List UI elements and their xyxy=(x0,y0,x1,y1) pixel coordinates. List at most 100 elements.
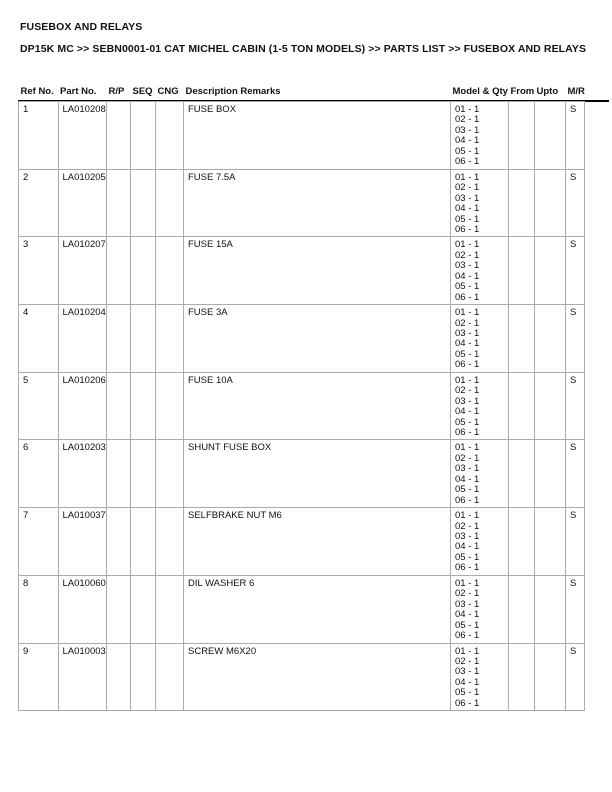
from-cell xyxy=(508,439,535,509)
mr-cell: S xyxy=(565,574,585,644)
seq-cell xyxy=(130,371,156,441)
table-row: 4 LA010204 FUSE 3A 01 - 1 02 - 1 03 - 1 … xyxy=(18,304,585,373)
column-header-seq: SEQ xyxy=(132,85,153,97)
cng-cell xyxy=(155,168,184,238)
mr-cell: S xyxy=(565,236,585,306)
part-no-cell: LA010206 xyxy=(57,371,107,441)
rp-cell xyxy=(106,168,131,238)
ref-no-cell: 3 xyxy=(18,236,59,306)
column-header-upto: Upto xyxy=(536,85,559,97)
rp-cell xyxy=(106,574,131,644)
mr-cell: S xyxy=(565,507,585,576)
seq-cell xyxy=(130,236,156,306)
table-row: 6 LA010203 SHUNT FUSE BOX 01 - 1 02 - 1 … xyxy=(18,439,585,509)
ref-no-cell: 8 xyxy=(18,574,59,644)
seq-cell xyxy=(130,642,156,712)
model-qty-cell: 01 - 1 02 - 1 03 - 1 04 - 1 05 - 1 06 - … xyxy=(450,101,509,170)
table-row: 5 LA010206 FUSE 10A 01 - 1 02 - 1 03 - 1… xyxy=(18,371,585,441)
cng-cell xyxy=(155,507,184,576)
table-row: 7 LA010037 SELFBRAKE NUT M6 01 - 1 02 - … xyxy=(18,507,585,576)
rp-cell xyxy=(106,236,131,306)
rp-cell xyxy=(106,101,131,170)
table-row: 3 LA010207 FUSE 15A 01 - 1 02 - 1 03 - 1… xyxy=(18,236,585,306)
upto-cell xyxy=(534,642,566,712)
column-header-part-no: Part No. xyxy=(60,85,97,97)
column-header-ref-no: Ref No. xyxy=(20,85,54,97)
from-cell xyxy=(508,101,535,170)
seq-cell xyxy=(130,574,156,644)
upto-cell xyxy=(534,168,566,238)
from-cell xyxy=(508,371,535,441)
model-qty-cell: 01 - 1 02 - 1 03 - 1 04 - 1 05 - 1 06 - … xyxy=(450,304,509,373)
model-qty-cell: 01 - 1 02 - 1 03 - 1 04 - 1 05 - 1 06 - … xyxy=(450,642,509,712)
description-cell: SELFBRAKE NUT M6 xyxy=(183,507,451,576)
cng-cell xyxy=(155,304,184,373)
cng-cell xyxy=(155,574,184,644)
ref-no-cell: 9 xyxy=(18,642,59,712)
upto-cell xyxy=(534,101,566,170)
part-no-cell: LA010205 xyxy=(57,168,107,238)
rp-cell xyxy=(106,439,131,509)
ref-no-cell: 5 xyxy=(18,371,59,441)
model-qty-cell: 01 - 1 02 - 1 03 - 1 04 - 1 05 - 1 06 - … xyxy=(450,507,509,576)
seq-cell xyxy=(130,304,156,373)
parts-table: Ref No. Part No. R/P SEQ CNG Description… xyxy=(18,85,585,712)
from-cell xyxy=(508,574,535,644)
mr-cell: S xyxy=(565,439,585,509)
description-cell: FUSE 7.5A xyxy=(183,168,451,238)
upto-cell xyxy=(534,371,566,441)
seq-cell xyxy=(130,101,156,170)
column-header-mr: M/R xyxy=(567,85,585,97)
part-no-cell: LA010208 xyxy=(57,101,107,170)
mr-cell: S xyxy=(565,304,585,373)
cng-cell xyxy=(155,236,184,306)
from-cell xyxy=(508,507,535,576)
description-cell: FUSE 10A xyxy=(183,371,451,441)
upto-cell xyxy=(534,236,566,306)
table-header-row: Ref No. Part No. R/P SEQ CNG Description… xyxy=(19,85,585,102)
seq-cell xyxy=(130,168,156,238)
upto-cell xyxy=(534,439,566,509)
table-row: 2 LA010205 FUSE 7.5A 01 - 1 02 - 1 03 - … xyxy=(18,168,585,238)
table-row: 9 LA010003 SCREW M6X20 01 - 1 02 - 1 03 … xyxy=(18,642,585,712)
description-cell: DIL WASHER 6 xyxy=(183,574,451,644)
from-cell xyxy=(508,642,535,712)
table-row: 8 LA010060 DIL WASHER 6 01 - 1 02 - 1 03… xyxy=(18,574,585,644)
ref-no-cell: 2 xyxy=(18,168,59,238)
cng-cell xyxy=(155,101,184,170)
rp-cell xyxy=(106,642,131,712)
rp-cell xyxy=(106,304,131,373)
column-header-description: Description Remarks xyxy=(185,85,281,97)
upto-cell xyxy=(534,574,566,644)
cng-cell xyxy=(155,439,184,509)
model-qty-cell: 01 - 1 02 - 1 03 - 1 04 - 1 05 - 1 06 - … xyxy=(450,236,509,306)
part-no-cell: LA010003 xyxy=(57,642,107,712)
cng-cell xyxy=(155,642,184,712)
seq-cell xyxy=(130,507,156,576)
model-qty-cell: 01 - 1 02 - 1 03 - 1 04 - 1 05 - 1 06 - … xyxy=(450,439,509,509)
upto-cell xyxy=(534,507,566,576)
from-cell xyxy=(508,304,535,373)
mr-cell: S xyxy=(565,371,585,441)
cng-cell xyxy=(155,371,184,441)
part-no-cell: LA010060 xyxy=(57,574,107,644)
from-cell xyxy=(508,168,535,238)
seq-cell xyxy=(130,439,156,509)
part-no-cell: LA010037 xyxy=(57,507,107,576)
model-qty-cell: 01 - 1 02 - 1 03 - 1 04 - 1 05 - 1 06 - … xyxy=(450,168,509,238)
model-qty-cell: 01 - 1 02 - 1 03 - 1 04 - 1 05 - 1 06 - … xyxy=(450,574,509,644)
table-row: 1 LA010208 FUSE BOX 01 - 1 02 - 1 03 - 1… xyxy=(18,101,585,170)
page-title: FUSEBOX AND RELAYS xyxy=(20,21,143,33)
description-cell: FUSE BOX xyxy=(183,101,451,170)
mr-cell: S xyxy=(565,168,585,238)
breadcrumb: DP15K MC >> SEBN0001-01 CAT MICHEL CABIN… xyxy=(20,43,587,55)
header-divider-rule xyxy=(18,99,609,102)
upto-cell xyxy=(534,304,566,373)
rp-cell xyxy=(106,371,131,441)
ref-no-cell: 1 xyxy=(18,101,59,170)
from-cell xyxy=(508,236,535,306)
mr-cell: S xyxy=(565,642,585,712)
ref-no-cell: 4 xyxy=(18,304,59,373)
part-no-cell: LA010203 xyxy=(57,439,107,509)
